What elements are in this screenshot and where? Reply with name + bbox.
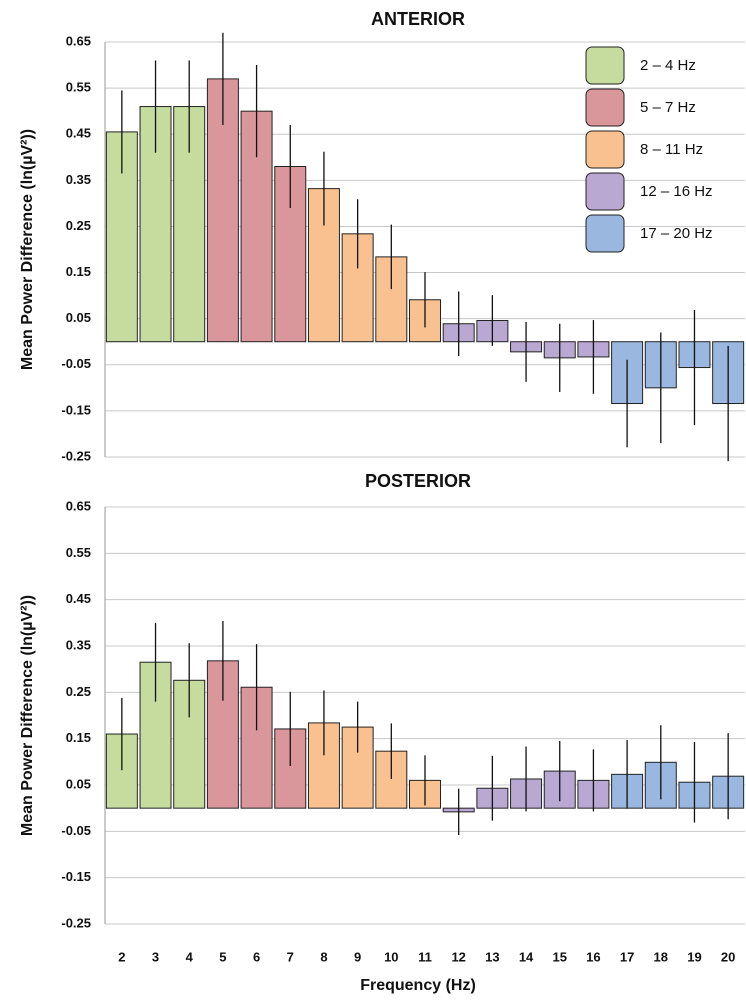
- x-tick-label: 4: [186, 949, 194, 964]
- legend-label: 12 – 16 Hz: [640, 183, 713, 200]
- y-tick-label: -0.05: [61, 356, 91, 371]
- y-tick-label: 0.05: [66, 776, 91, 791]
- y-tick-label: 0.25: [66, 684, 91, 699]
- legend-label: 8 – 11 Hz: [640, 141, 703, 158]
- x-tick-label: 6: [253, 949, 260, 964]
- x-tick-label: 13: [485, 949, 499, 964]
- y-tick-label: 0.35: [66, 172, 91, 187]
- x-tick-label: 7: [287, 949, 294, 964]
- y-tick-label: 0.35: [66, 637, 91, 652]
- x-tick-label: 5: [219, 949, 226, 964]
- y-tick-label: 0.15: [66, 264, 91, 279]
- y-tick-label: -0.15: [61, 869, 91, 884]
- y-tick-label: 0.45: [66, 591, 91, 606]
- x-tick-label: 16: [586, 949, 600, 964]
- y-tick-label: -0.25: [61, 448, 91, 463]
- x-tick-label: 2: [118, 949, 125, 964]
- x-tick-label: 12: [451, 949, 465, 964]
- legend-label: 5 – 7 Hz: [640, 99, 696, 116]
- x-tick-label: 11: [418, 949, 432, 964]
- legend-swatch: [585, 130, 625, 169]
- y-axis-label: Mean Power Difference (ln(µV²)): [19, 595, 36, 836]
- x-tick-label: 19: [687, 949, 701, 964]
- y-tick-label: 0.65: [66, 498, 91, 513]
- x-tick-label: 9: [354, 949, 361, 964]
- y-tick-label: 0.55: [66, 545, 91, 560]
- y-tick-label: 0.15: [66, 730, 91, 745]
- x-tick-label: 17: [620, 949, 634, 964]
- x-tick-label: 10: [384, 949, 398, 964]
- y-tick-label: -0.05: [61, 823, 91, 838]
- y-axis-label: Mean Power Difference (ln(µV²)): [19, 129, 36, 370]
- x-axis-label: Frequency (Hz): [360, 977, 476, 994]
- y-tick-label: 0.25: [66, 218, 91, 233]
- x-tick-label: 15: [553, 949, 567, 964]
- legend-swatch: [585, 46, 625, 85]
- legend-label: 2 – 4 Hz: [640, 57, 696, 74]
- y-tick-label: -0.15: [61, 402, 91, 417]
- y-tick-label: 0.65: [66, 33, 91, 48]
- x-tick-label: 18: [654, 949, 668, 964]
- chart-title: ANTERIOR: [371, 9, 465, 29]
- x-tick-label: 3: [152, 949, 159, 964]
- y-tick-label: 0.05: [66, 310, 91, 325]
- y-tick-label: 0.55: [66, 80, 91, 95]
- x-tick-label: 14: [519, 949, 534, 964]
- legend-swatch: [585, 88, 625, 127]
- legend-label: 17 – 20 Hz: [640, 225, 713, 242]
- x-tick-label: 20: [721, 949, 735, 964]
- x-tick-label: 8: [320, 949, 327, 964]
- y-tick-label: 0.45: [66, 126, 91, 141]
- bar: [375, 750, 408, 809]
- legend-swatch: [585, 214, 625, 253]
- y-tick-label: -0.25: [61, 915, 91, 930]
- legend-swatch: [585, 172, 625, 211]
- chart-title: POSTERIOR: [365, 471, 471, 491]
